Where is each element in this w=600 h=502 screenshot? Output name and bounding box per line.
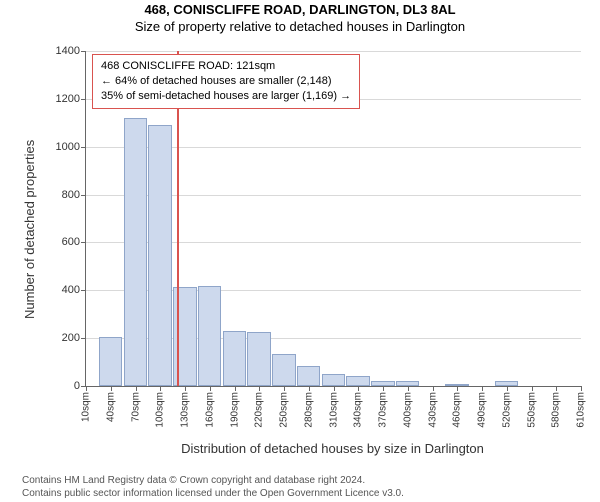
- ytick-label: 200: [62, 332, 80, 344]
- histogram-bar: [124, 118, 148, 386]
- xtick-label: 160sqm: [204, 392, 215, 428]
- xtick-label: 550sqm: [526, 392, 537, 428]
- histogram-bar: [322, 374, 346, 386]
- y-axis-label: Number of detached properties: [22, 139, 37, 318]
- xtick-label: 580sqm: [551, 392, 562, 428]
- xtick-label: 460sqm: [452, 392, 463, 428]
- histogram-bar: [148, 125, 172, 386]
- xtick-mark: [235, 386, 236, 391]
- xtick-label: 610sqm: [576, 392, 587, 428]
- ytick-mark: [81, 195, 86, 196]
- xtick-label: 220sqm: [254, 392, 265, 428]
- xtick-mark: [334, 386, 335, 391]
- xtick-mark: [284, 386, 285, 391]
- xtick-label: 430sqm: [427, 392, 438, 428]
- xtick-label: 250sqm: [279, 392, 290, 428]
- ytick-mark: [81, 51, 86, 52]
- footer-line-2: Contains public sector information licen…: [22, 487, 404, 500]
- xtick-mark: [457, 386, 458, 391]
- ytick-label: 1400: [56, 45, 80, 57]
- xtick-label: 370sqm: [378, 392, 389, 428]
- xtick-mark: [581, 386, 582, 391]
- histogram-bar: [297, 366, 321, 386]
- xtick-mark: [259, 386, 260, 391]
- ytick-label: 1200: [56, 93, 80, 105]
- histogram-bar: [346, 376, 370, 386]
- x-axis-label: Distribution of detached houses by size …: [85, 441, 580, 456]
- histogram-bar: [396, 381, 420, 386]
- xtick-mark: [160, 386, 161, 391]
- xtick-label: 100sqm: [155, 392, 166, 428]
- ytick-label: 1000: [56, 141, 80, 153]
- histogram-bar: [198, 286, 222, 387]
- histogram-bar: [495, 381, 519, 386]
- gridline: [86, 51, 581, 52]
- xtick-mark: [482, 386, 483, 391]
- xtick-label: 10sqm: [81, 392, 92, 422]
- histogram-bar: [247, 332, 271, 386]
- xtick-mark: [86, 386, 87, 391]
- info-line-2: ← 64% of detached houses are smaller (2,…: [101, 74, 351, 89]
- xtick-mark: [433, 386, 434, 391]
- xtick-mark: [408, 386, 409, 391]
- info-line-1: 468 CONISCLIFFE ROAD: 121sqm: [101, 59, 351, 74]
- xtick-mark: [532, 386, 533, 391]
- ytick-mark: [81, 290, 86, 291]
- info-line-3: 35% of semi-detached houses are larger (…: [101, 89, 351, 104]
- xtick-label: 280sqm: [303, 392, 314, 428]
- ytick-mark: [81, 99, 86, 100]
- xtick-mark: [210, 386, 211, 391]
- xtick-label: 520sqm: [501, 392, 512, 428]
- attribution-footer: Contains HM Land Registry data © Crown c…: [22, 474, 404, 500]
- ytick-label: 0: [74, 380, 80, 392]
- xtick-label: 310sqm: [328, 392, 339, 428]
- xtick-label: 130sqm: [180, 392, 191, 428]
- histogram-bar: [371, 381, 395, 386]
- page-subtitle: Size of property relative to detached ho…: [0, 19, 600, 34]
- ytick-mark: [81, 338, 86, 339]
- xtick-mark: [136, 386, 137, 391]
- histogram-bar: [223, 331, 247, 386]
- xtick-label: 70sqm: [130, 392, 141, 422]
- histogram-bar: [445, 384, 469, 386]
- page-title: 468, CONISCLIFFE ROAD, DARLINGTON, DL3 8…: [0, 2, 600, 17]
- xtick-label: 340sqm: [353, 392, 364, 428]
- ytick-mark: [81, 147, 86, 148]
- info-box: 468 CONISCLIFFE ROAD: 121sqm ← 64% of de…: [92, 54, 360, 109]
- xtick-label: 400sqm: [402, 392, 413, 428]
- xtick-mark: [185, 386, 186, 391]
- xtick-mark: [309, 386, 310, 391]
- xtick-label: 40sqm: [105, 392, 116, 422]
- xtick-mark: [556, 386, 557, 391]
- ytick-label: 400: [62, 284, 80, 296]
- ytick-label: 600: [62, 236, 80, 248]
- ytick-mark: [81, 242, 86, 243]
- ytick-label: 800: [62, 189, 80, 201]
- histogram-bar: [99, 337, 123, 386]
- xtick-label: 190sqm: [229, 392, 240, 428]
- xtick-label: 490sqm: [477, 392, 488, 428]
- xtick-mark: [383, 386, 384, 391]
- xtick-mark: [358, 386, 359, 391]
- histogram-bar: [272, 354, 296, 386]
- xtick-mark: [507, 386, 508, 391]
- footer-line-1: Contains HM Land Registry data © Crown c…: [22, 474, 404, 487]
- xtick-mark: [111, 386, 112, 391]
